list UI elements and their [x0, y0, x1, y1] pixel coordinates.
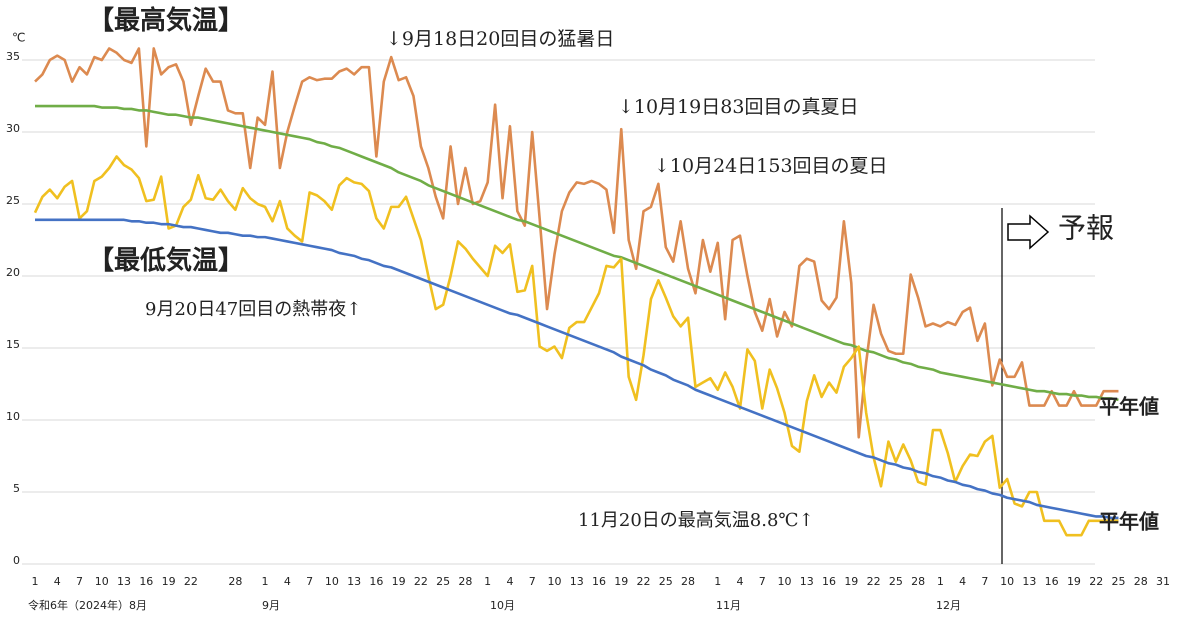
month-label: 10月 — [490, 599, 515, 612]
x-tick-label: 10 — [1000, 575, 1014, 588]
series-line — [35, 104, 1119, 402]
series-line — [33, 155, 1119, 537]
x-tick-label: 4 — [737, 575, 744, 588]
x-tick-label: 13 — [570, 575, 584, 588]
month-label: 11月 — [716, 599, 741, 612]
x-tick-label: 7 — [759, 575, 766, 588]
annotation: 【最高気温】 — [88, 5, 244, 36]
y-tick-label: 5 — [13, 482, 20, 495]
x-tick-label: 13 — [347, 575, 361, 588]
x-tick-label: 19 — [162, 575, 176, 588]
y-tick-label: 15 — [6, 338, 20, 351]
x-tick-label: 16 — [1045, 575, 1059, 588]
x-tick-label: 13 — [800, 575, 814, 588]
x-tick-label: 1 — [484, 575, 491, 588]
x-tick-label: 28 — [228, 575, 242, 588]
x-tick-label: 28 — [1134, 575, 1148, 588]
x-tick-label: 1 — [262, 575, 269, 588]
x-tick-label: 16 — [592, 575, 606, 588]
forecast-arrow — [1007, 214, 1050, 250]
x-tick-label: 4 — [959, 575, 966, 588]
x-tick-label: 28 — [911, 575, 925, 588]
series-line — [35, 218, 1119, 520]
x-tick-label: 16 — [139, 575, 153, 588]
x-tick-label: 4 — [506, 575, 513, 588]
x-tick-label: 10 — [778, 575, 792, 588]
x-tick-label: 16 — [369, 575, 383, 588]
y-tick-label: 25 — [6, 194, 20, 207]
annotation: ↓9月18日20回目の猛暑日 — [386, 28, 614, 50]
annotation: ↓10月24日153回目の夏日 — [654, 155, 888, 177]
series-line — [34, 47, 1119, 439]
x-tick-label: 7 — [981, 575, 988, 588]
x-tick-label: 22 — [1089, 575, 1103, 588]
x-tick-label: 31 — [1156, 575, 1170, 588]
annotation: ↓10月19日83回目の真夏日 — [618, 96, 858, 118]
x-tick-label: 16 — [822, 575, 836, 588]
month-label: 9月 — [262, 599, 280, 612]
annotation: 平年値 — [1099, 510, 1159, 534]
x-tick-label: 4 — [54, 575, 61, 588]
y-tick-label: 0 — [13, 554, 20, 567]
x-tick-label: 19 — [844, 575, 858, 588]
x-tick-label: 10 — [95, 575, 109, 588]
x-tick-label: 22 — [637, 575, 651, 588]
x-tick-label: 22 — [184, 575, 198, 588]
x-tick-label: 1 — [937, 575, 944, 588]
x-tick-label: 7 — [306, 575, 313, 588]
x-tick-label: 1 — [714, 575, 721, 588]
x-tick-label: 28 — [458, 575, 472, 588]
y-tick-label: 35 — [6, 50, 20, 63]
x-tick-label: 19 — [614, 575, 628, 588]
x-tick-label: 28 — [681, 575, 695, 588]
x-tick-label: 19 — [1067, 575, 1081, 588]
y-tick-label: 30 — [6, 122, 20, 135]
x-tick-label: 7 — [76, 575, 83, 588]
x-tick-label: 4 — [284, 575, 291, 588]
annotation: 【最低気温】 — [88, 245, 244, 276]
x-tick-label: 22 — [414, 575, 428, 588]
x-tick-label: 13 — [117, 575, 131, 588]
x-tick-label: 13 — [1022, 575, 1036, 588]
x-tick-label: 25 — [1111, 575, 1125, 588]
x-tick-label: 25 — [659, 575, 673, 588]
y-tick-label: 20 — [6, 266, 20, 279]
x-tick-label: 22 — [867, 575, 881, 588]
x-tick-label: 25 — [436, 575, 450, 588]
month-label: 12月 — [936, 599, 961, 612]
x-tick-label: 7 — [529, 575, 536, 588]
x-tick-label: 10 — [547, 575, 561, 588]
x-tick-label: 19 — [392, 575, 406, 588]
x-tick-label: 1 — [32, 575, 39, 588]
month-label: 令和6年（2024年）8月 — [28, 598, 147, 612]
unit-label: ℃ — [12, 31, 25, 45]
annotation: 9月20日47回目の熱帯夜↑ — [145, 299, 361, 320]
annotation: 11月20日の最高気温8.8℃↑ — [578, 510, 814, 531]
x-tick-label: 10 — [325, 575, 339, 588]
x-tick-label: 25 — [889, 575, 903, 588]
y-tick-label: 10 — [6, 410, 20, 423]
annotation: 平年値 — [1099, 395, 1159, 419]
annotation: 予報 — [1058, 212, 1114, 245]
